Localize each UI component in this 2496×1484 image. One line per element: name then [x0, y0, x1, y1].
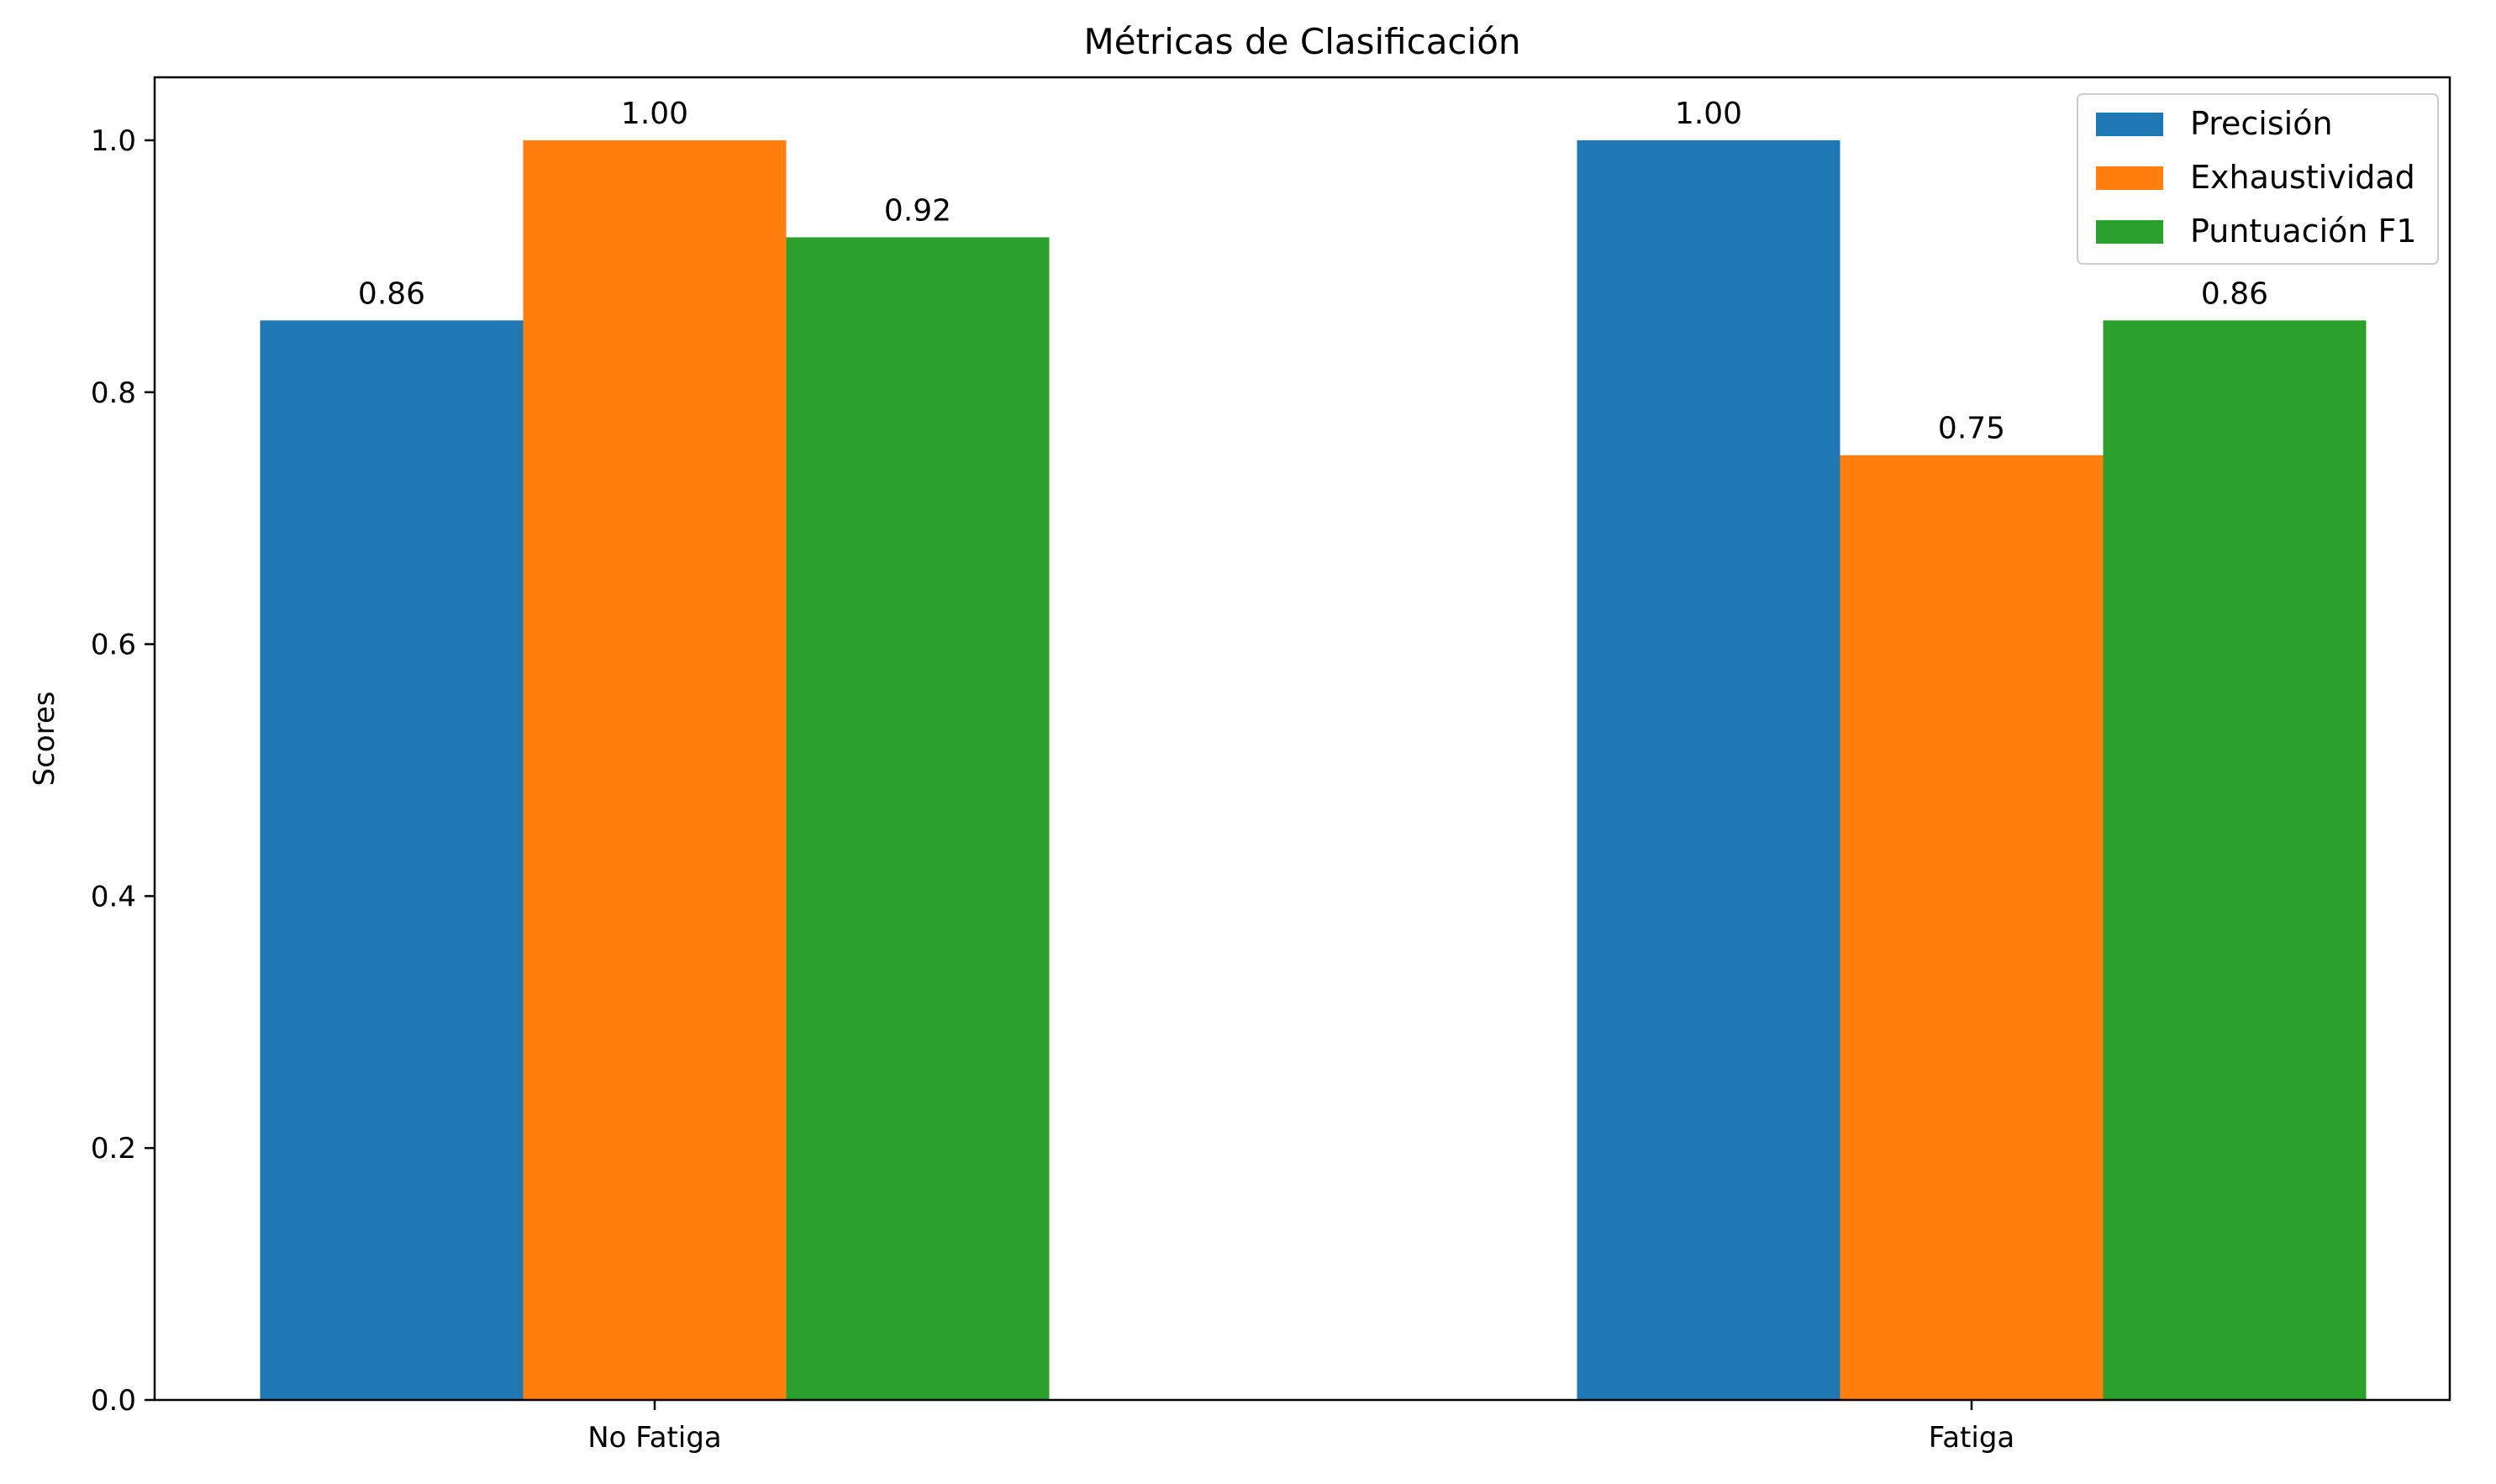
bar-2-1 [523, 139, 787, 1400]
legend-label: Puntuación F1 [2190, 213, 2417, 250]
y-tick-label: 1.0 [91, 124, 136, 158]
legend-swatch [2096, 113, 2163, 136]
bar-2-2 [1840, 455, 2104, 1400]
y-tick-label: 0.8 [91, 376, 136, 410]
bar-value-label: 0.86 [2201, 276, 2268, 311]
bar-series-group [260, 139, 2367, 1401]
legend-box [2077, 93, 2439, 265]
legend-label: Exhaustividad [2190, 159, 2415, 196]
x-tick-label: No Fatiga [587, 1421, 722, 1455]
bar-3-1 [786, 237, 1050, 1401]
y-tick-label: 0.4 [91, 880, 136, 913]
x-axis-ticks: No Fatiga Fatiga [587, 1400, 2014, 1455]
chart-title: Métricas de Clasificación [1083, 21, 1520, 62]
x-tick-label: Fatiga [1929, 1421, 2014, 1455]
y-axis-label: Scores [28, 692, 61, 787]
y-axis-ticks: 0.0 0.2 0.4 0.6 0.8 1.0 [91, 124, 155, 1418]
legend: Precisión Exhaustividad Puntuación F1 [2077, 93, 2439, 265]
legend-swatch [2096, 166, 2163, 190]
legend-swatch [2096, 220, 2163, 244]
y-tick-label: 0.2 [91, 1132, 136, 1166]
bar-1-2 [1577, 139, 1840, 1400]
bar-value-label: 0.75 [1938, 412, 2005, 446]
bar-value-label: 1.00 [1675, 97, 1742, 131]
bar-value-label: 0.86 [358, 276, 425, 311]
bar-1-1 [260, 320, 524, 1401]
bar-value-labels: 0.86 1.00 0.92 1.00 0.75 0.86 [358, 97, 2268, 446]
bar-value-label: 0.92 [884, 193, 951, 228]
bar-value-label: 1.00 [621, 97, 688, 131]
plot-area-frame [153, 76, 2451, 1402]
legend-label: Precisión [2190, 105, 2333, 142]
y-tick-label: 0.6 [91, 629, 136, 662]
y-tick-label: 0.0 [91, 1384, 136, 1418]
bar-3-2 [2103, 320, 2367, 1401]
